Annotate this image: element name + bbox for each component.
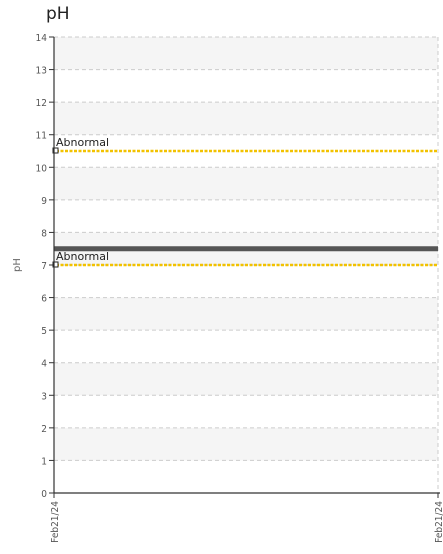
x-axis-ticks: Feb21/24 Feb21/24	[50, 493, 443, 543]
threshold-marker-0	[52, 147, 59, 154]
band-11	[54, 102, 438, 135]
y-tick-label-0: 0	[41, 489, 47, 500]
x-tick-label-1: Feb21/24	[434, 501, 443, 543]
y-tick-label-9: 9	[41, 196, 47, 207]
background-bands	[54, 37, 438, 493]
threshold-marker-1	[52, 261, 59, 268]
band-4	[54, 330, 438, 363]
y-tick-label-14: 14	[36, 33, 48, 44]
band-9	[54, 167, 438, 200]
grid-lines	[54, 36, 439, 493]
band-2	[54, 395, 438, 428]
x-tick-label-0: Feb21/24	[50, 501, 61, 543]
y-tick-label-6: 6	[41, 294, 47, 305]
y-tick-label-4: 4	[41, 359, 47, 370]
band-13	[54, 37, 438, 70]
band-6	[54, 265, 438, 298]
y-axis-label: pH	[12, 258, 23, 272]
band-3	[54, 362, 438, 396]
y-tick-label-8: 8	[41, 228, 47, 239]
y-tick-label-12: 12	[36, 98, 47, 109]
band-5	[54, 297, 438, 331]
threshold-label-1: Abnormal	[56, 250, 109, 263]
y-tick-label-3: 3	[41, 391, 47, 402]
axes	[53, 37, 440, 494]
band-8	[54, 199, 438, 233]
band-0	[54, 460, 438, 493]
y-tick-label-5: 5	[41, 326, 47, 337]
band-12	[54, 69, 438, 103]
chart-title: pH	[46, 4, 70, 24]
y-tick-label-2: 2	[41, 424, 47, 435]
threshold-lines: Abnormal Abnormal	[52, 136, 438, 268]
y-tick-label-13: 13	[36, 66, 47, 77]
threshold-label-0: Abnormal	[56, 136, 109, 149]
y-tick-label-1: 1	[41, 456, 47, 467]
y-tick-label-10: 10	[36, 163, 48, 174]
y-tick-label-11: 11	[36, 131, 47, 142]
y-tick-label-7: 7	[41, 261, 47, 272]
band-1	[54, 427, 438, 461]
